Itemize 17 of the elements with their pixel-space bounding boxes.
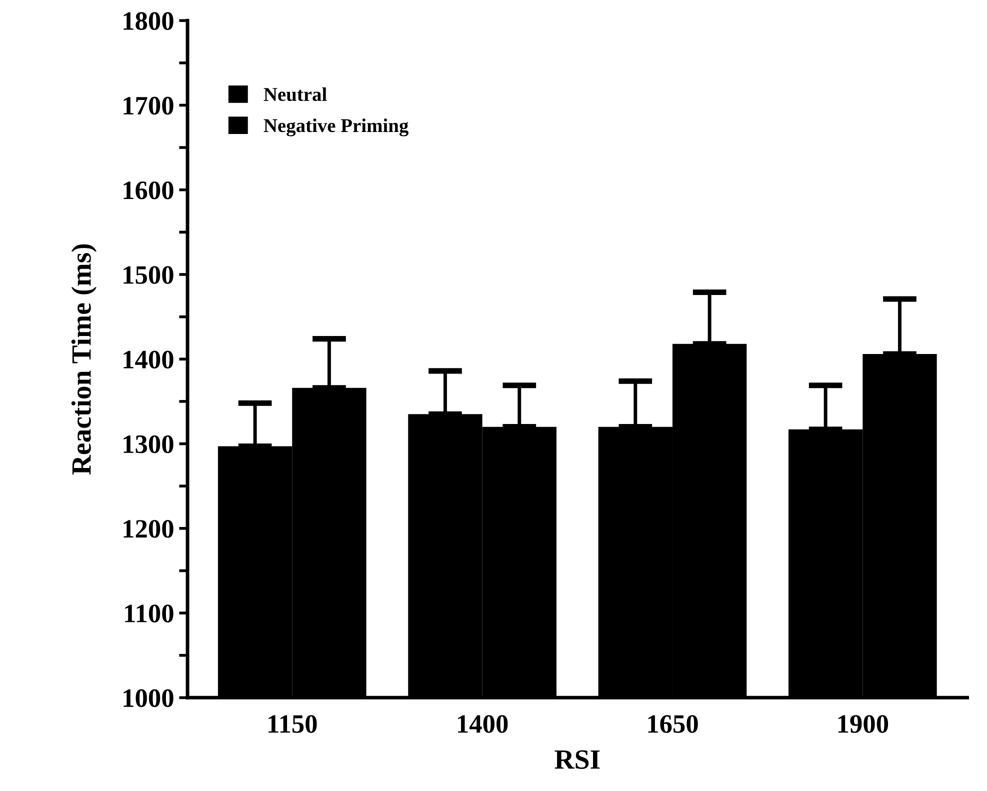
y-tick-label: 1400 — [124, 350, 174, 369]
y-tick-label: 1600 — [124, 181, 174, 200]
y-tick-label: 1700 — [124, 96, 174, 115]
legend-label: Negative Priming — [264, 118, 408, 136]
x-tick-label: 1150 — [268, 715, 317, 733]
y-tick-label: 1200 — [124, 520, 174, 538]
y-tick-label: 1100 — [125, 604, 174, 622]
legend-label: Neutral — [264, 87, 327, 102]
y-tick-label: 1500 — [124, 266, 174, 284]
y-tick-label: 1000 — [124, 689, 174, 708]
x-axis-title: RSI — [554, 750, 600, 769]
y-axis-title: Reaction Time (ms) — [71, 244, 97, 475]
x-tick-label: 1900 — [838, 715, 888, 733]
x-tick-label: 1650 — [648, 715, 698, 733]
x-tick-label: 1400 — [458, 715, 508, 733]
y-tick-label: 1300 — [124, 435, 174, 454]
y-tick-label: 1800 — [124, 12, 174, 30]
